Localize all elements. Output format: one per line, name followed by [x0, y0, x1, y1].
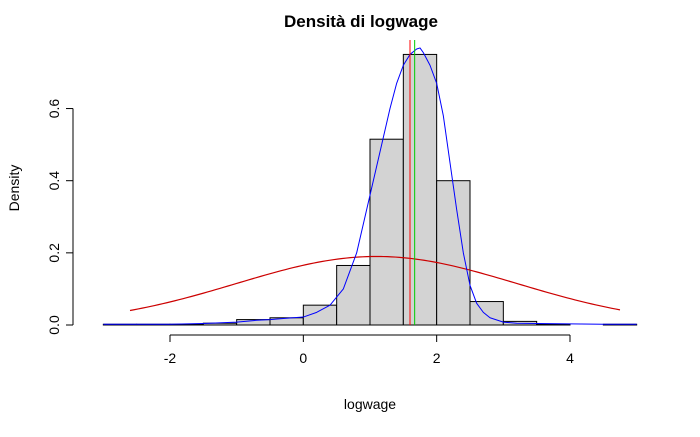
y-tick-label-2: 0.4	[46, 171, 62, 191]
histogram-bar-10	[436, 180, 471, 326]
histogram-bar-7	[336, 264, 371, 326]
chart-title: Densità di logwage	[284, 12, 438, 31]
x-tick-label-3: 4	[566, 350, 574, 366]
x-axis-label: logwage	[344, 396, 396, 412]
histogram-bar-13	[536, 323, 571, 326]
y-tick-label-3: 0.6	[46, 99, 62, 119]
y-axis-label: Density	[6, 165, 22, 212]
histogram-bar-9	[402, 53, 438, 326]
histogram-bar-11	[469, 301, 504, 326]
normal-density-curve	[129, 255, 621, 312]
y-tick-label-0: 0.0	[46, 315, 62, 335]
x-tick-label-1: 0	[299, 350, 307, 366]
y-axis: 0.0 0.2 0.4 0.6	[46, 99, 74, 335]
reference-lines	[409, 40, 416, 325]
x-axis: -2 0 2 4	[164, 334, 574, 366]
x-tick-label-0: -2	[164, 350, 177, 366]
x-tick-label-2: 2	[433, 350, 441, 366]
histogram-bar-8	[369, 138, 404, 326]
y-tick-label-1: 0.2	[46, 243, 62, 263]
histogram-bars	[102, 53, 638, 326]
